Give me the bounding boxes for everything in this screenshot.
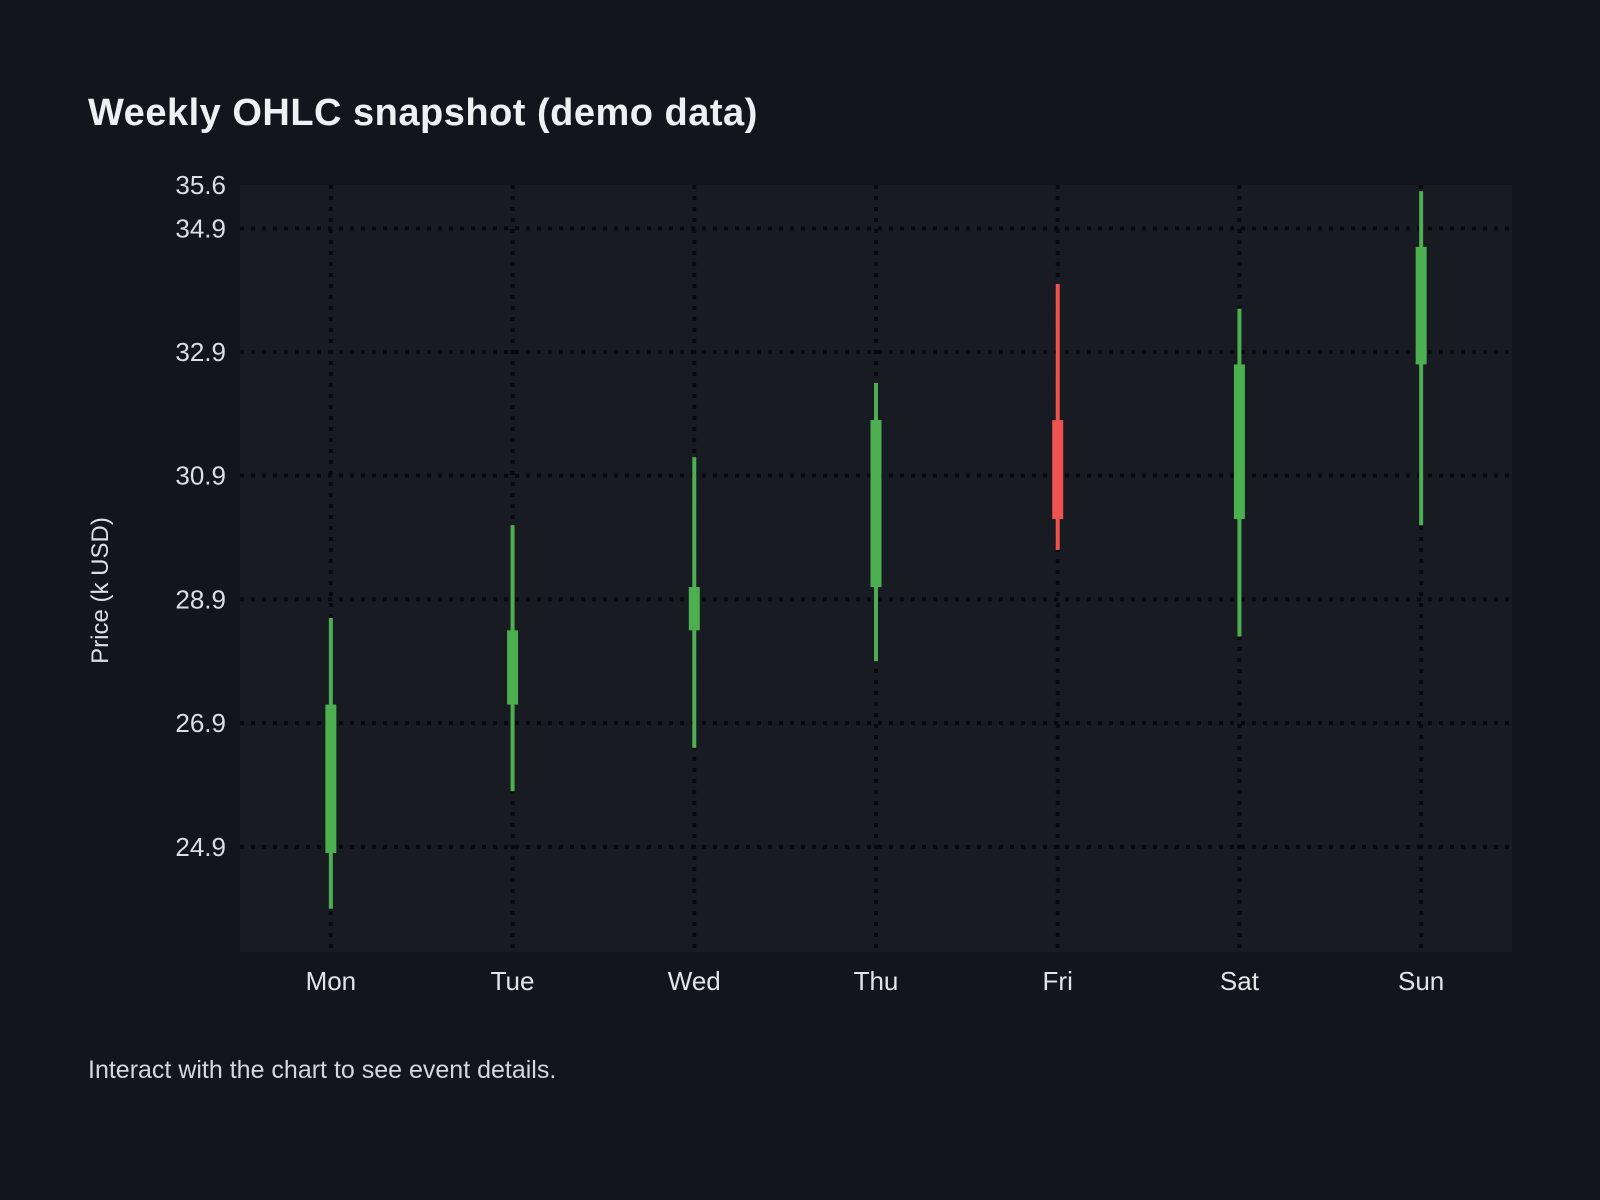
candle-mon[interactable]	[325, 617, 337, 909]
candle-body	[870, 420, 882, 588]
x-tick-label: Thu	[854, 966, 899, 996]
x-tick-label: Wed	[668, 966, 721, 996]
candle-body	[1415, 246, 1427, 365]
candle-sat[interactable]	[1233, 308, 1245, 637]
y-tick-label: 34.9	[175, 213, 226, 243]
candle-wed[interactable]	[688, 457, 700, 748]
chart-title: Weekly OHLC snapshot (demo data)	[88, 92, 758, 134]
candle-fri[interactable]	[1052, 283, 1064, 550]
y-tick-label: 26.9	[175, 708, 226, 738]
candle-body	[1233, 364, 1245, 520]
candle-body	[507, 630, 519, 705]
y-tick-label: 32.9	[175, 337, 226, 367]
candle-body	[1052, 420, 1064, 520]
y-tick-label: 35.6	[175, 170, 226, 200]
candle-wick	[1055, 283, 1060, 550]
x-tick-label: Sun	[1398, 966, 1444, 996]
y-tick-label: 24.9	[175, 832, 226, 862]
y-axis-title: Price (k USD)	[87, 517, 114, 664]
x-tick-label: Mon	[306, 966, 357, 996]
candle-tue[interactable]	[507, 525, 519, 792]
x-tick-label: Sat	[1220, 966, 1260, 996]
x-tick-label: Tue	[491, 966, 535, 996]
candle-sun[interactable]	[1415, 191, 1427, 526]
candle-thu[interactable]	[870, 382, 882, 662]
y-tick-label: 28.9	[175, 584, 226, 614]
chart-caption: Interact with the chart to see event det…	[88, 1056, 557, 1084]
x-tick-label: Fri	[1043, 966, 1073, 996]
candle-body	[325, 704, 337, 854]
y-tick-label: 30.9	[175, 461, 226, 491]
candle-body	[688, 587, 700, 631]
